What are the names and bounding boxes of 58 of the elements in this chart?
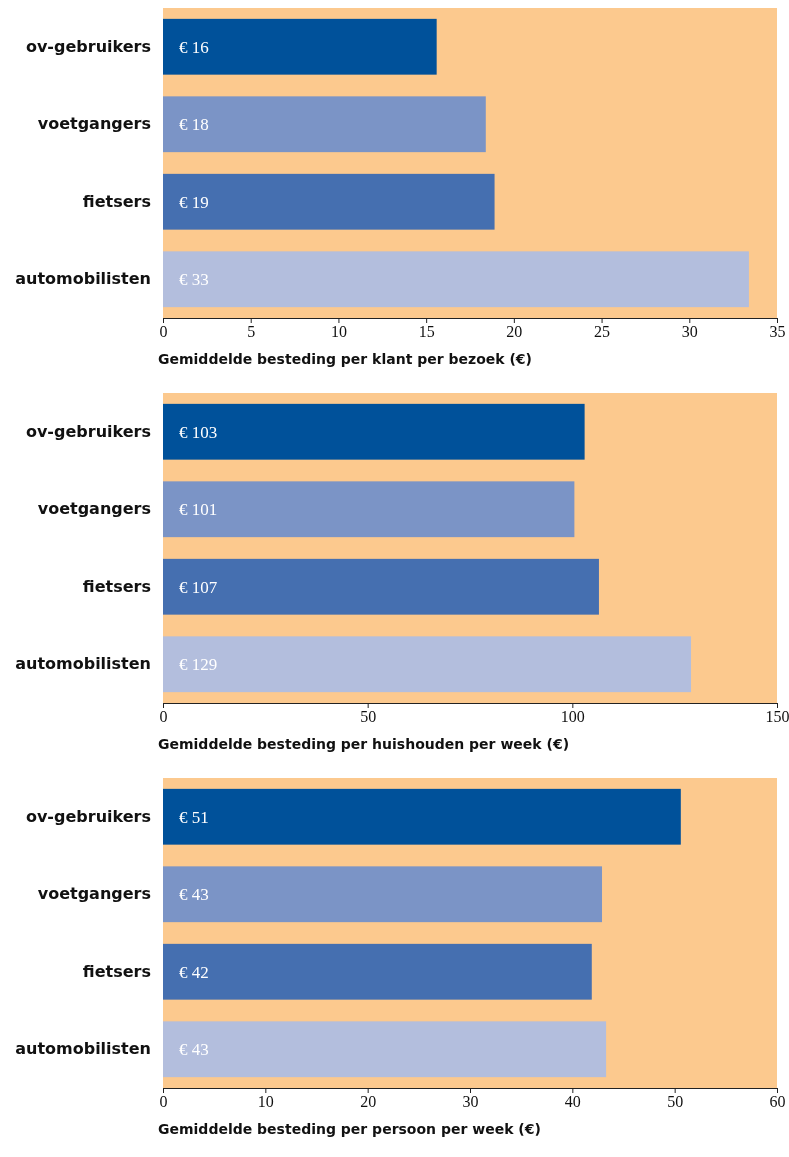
data-label: € 19	[179, 192, 209, 212]
y-tick-label: fietsers	[82, 191, 151, 211]
bar	[163, 481, 575, 538]
x-tick-label: 25	[594, 323, 611, 341]
data-label: € 51	[179, 807, 209, 827]
bar	[163, 1021, 607, 1078]
y-tick-label: automobilisten	[15, 269, 151, 289]
x-tick-label: 60	[769, 1093, 786, 1111]
x-tick-label: 0	[159, 708, 168, 726]
data-label: € 103	[179, 422, 218, 442]
x-axis-title: Gemiddelde besteding per persoon per week (€)	[158, 1121, 541, 1137]
x-tick-label: 100	[560, 708, 585, 726]
x-tick-label: 30	[681, 323, 698, 341]
x-tick-label: 30	[462, 1093, 479, 1111]
x-tick-label: 10	[257, 1093, 274, 1111]
y-tick-label: automobilisten	[15, 1039, 151, 1059]
y-tick-label: fietsers	[82, 961, 151, 981]
x-axis-title: Gemiddelde besteding per klant per bezoek (€)	[158, 351, 533, 367]
y-tick-label: fietsers	[82, 576, 151, 596]
data-label: € 33	[179, 270, 209, 290]
bar	[163, 788, 681, 845]
bar	[163, 866, 603, 923]
data-label: € 16	[179, 37, 209, 57]
x-tick-label: 5	[247, 323, 256, 341]
bar	[163, 403, 585, 460]
y-tick-label: voetgangers	[37, 114, 151, 134]
x-tick-label: 150	[765, 708, 789, 726]
y-tick-label: ov-gebruikers	[25, 421, 151, 441]
data-label: € 42	[179, 962, 209, 982]
y-tick-label: ov-gebruikers	[25, 806, 151, 826]
bar	[163, 636, 692, 693]
bar	[163, 251, 749, 308]
y-tick-label: automobilisten	[15, 654, 151, 674]
y-tick-label: voetgangers	[37, 499, 151, 519]
x-tick-label: 40	[564, 1093, 581, 1111]
data-label: € 18	[179, 115, 209, 135]
bar	[163, 558, 599, 615]
y-tick-label: voetgangers	[37, 884, 151, 904]
x-tick-label: 35	[769, 323, 786, 341]
y-tick-label: ov-gebruikers	[25, 36, 151, 56]
x-tick-label: 20	[506, 323, 523, 341]
x-tick-label: 15	[418, 323, 435, 341]
x-tick-label: 0	[159, 1093, 168, 1111]
data-label: € 107	[179, 577, 218, 597]
data-label: € 43	[179, 1040, 209, 1060]
bar	[163, 173, 495, 230]
bar	[163, 96, 486, 153]
x-axis-title: Gemiddelde besteding per huishouden per week (€)	[158, 736, 570, 752]
data-label: € 101	[179, 500, 218, 520]
bar	[163, 943, 592, 1000]
x-tick-label: 50	[360, 708, 377, 726]
x-tick-label: 50	[667, 1093, 684, 1111]
data-label: € 129	[179, 655, 218, 675]
x-tick-label: 20	[360, 1093, 377, 1111]
x-tick-label: 0	[159, 323, 168, 341]
x-tick-label: 10	[330, 323, 347, 341]
data-label: € 43	[179, 885, 209, 905]
bar	[163, 18, 437, 75]
